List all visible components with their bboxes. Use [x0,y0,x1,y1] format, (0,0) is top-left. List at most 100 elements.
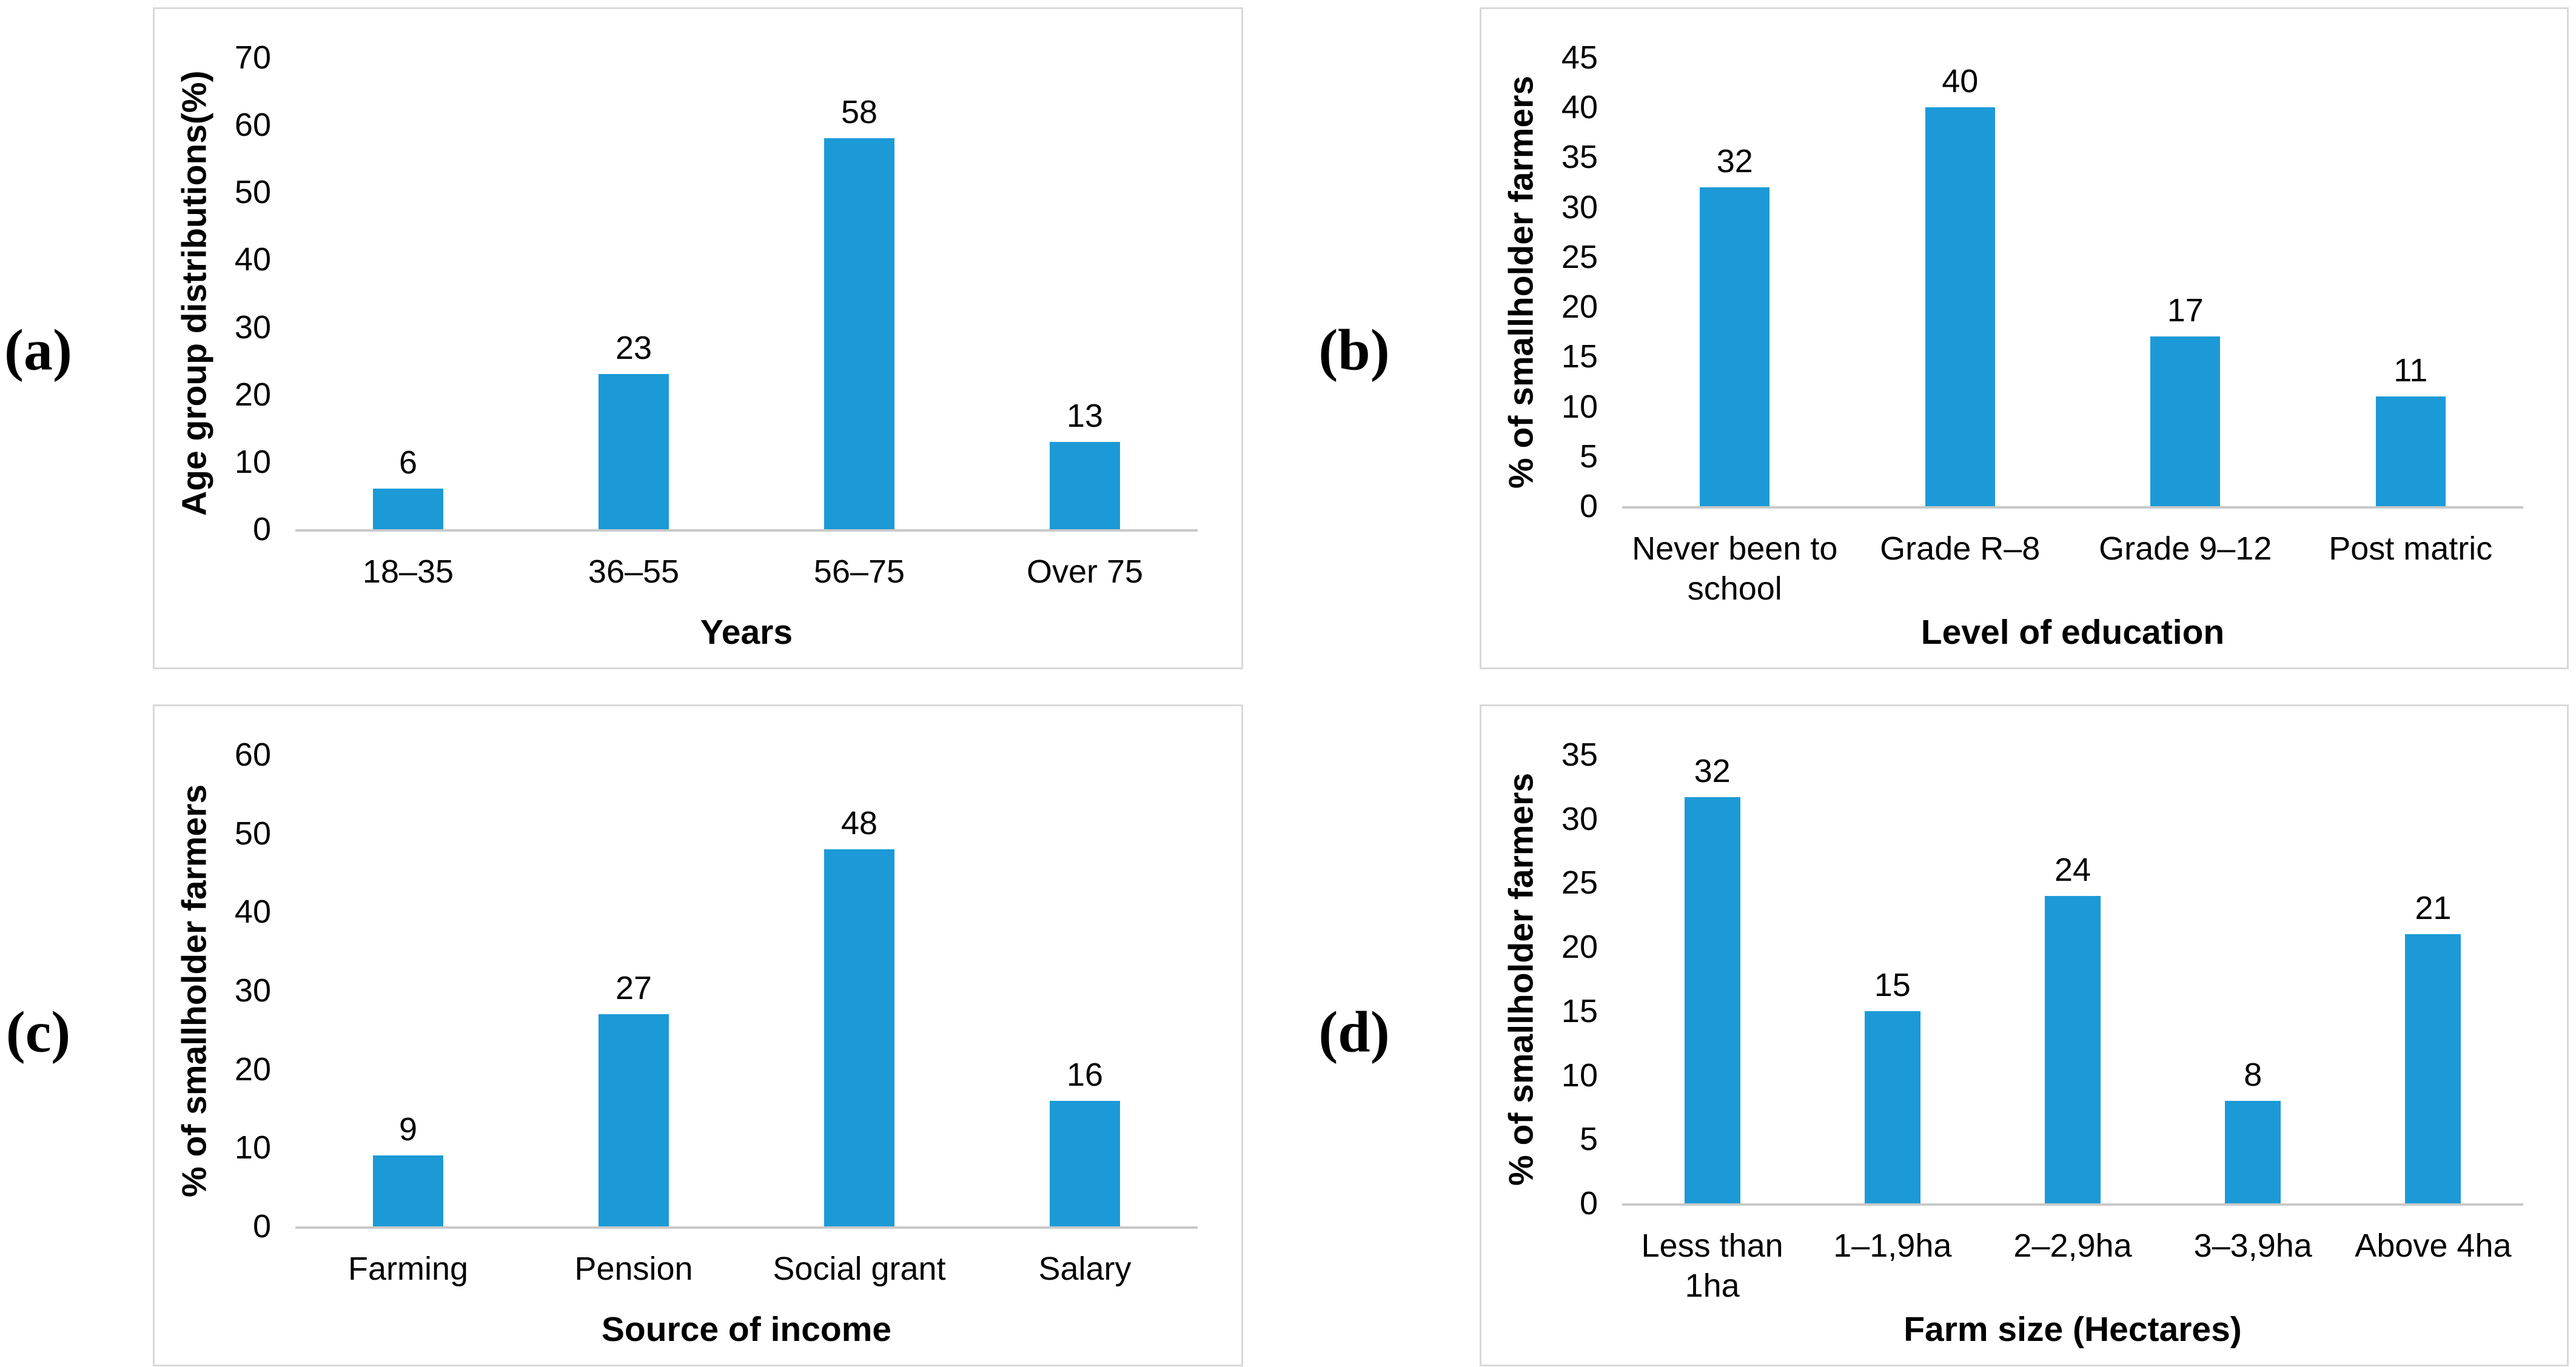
bar-value-label: 9 [398,1111,418,1148]
plot-area: 6 23 58 13 [295,58,1198,532]
bar-slot: 15 [1802,755,1982,1203]
x-axis-category: 56–75 [813,553,905,590]
plot-area: 32 15 24 8 21 [1622,755,2523,1206]
y-axis-tick: 50 [234,174,271,211]
y-axis-ticks: 0 10 20 30 40 50 60 [155,738,280,1243]
x-axis-category: Above 4ha [2355,1228,2512,1264]
x-axis-title: Source of income [601,1310,892,1349]
y-axis-tick: 5 [1579,438,1598,475]
x-axis-category: 36–55 [588,553,680,590]
x-axis-category: Post matric [2329,530,2493,567]
x-axis-category: 3–3,9ha [2193,1228,2312,1264]
y-axis-tick: 30 [234,309,271,346]
panel-letter-c: (c) [5,999,71,1065]
y-axis-tick: 30 [1561,800,1598,837]
bar [1050,1100,1120,1226]
bar [373,1155,443,1226]
bar-slot: 11 [2298,58,2524,506]
x-axis-category: Pension [574,1251,693,1287]
bar-value-label: 23 [615,330,652,367]
bar [2375,396,2446,506]
y-axis-tick: 30 [234,972,271,1009]
bar-value-label: 11 [2393,352,2428,389]
y-axis-tick: 20 [1561,289,1598,326]
bar [2044,895,2101,1203]
y-axis-tick: 40 [234,894,271,931]
bar-value-label: 8 [2244,1056,2262,1093]
y-axis-tick: 45 [1561,39,1598,76]
bar [1925,107,1995,506]
bar-value-label: 32 [1716,142,1753,179]
chart-panel-b: % of smallholder farmers 0 5 10 15 20 25 30 35 40… [1480,7,2569,669]
y-axis-tick: 20 [234,1051,271,1088]
x-axis-category: Grade R–8 [1880,530,2041,567]
bar-value-label: 6 [398,444,418,481]
bar-slot: 24 [1982,755,2162,1203]
bar [1700,187,1770,506]
bar-slot: 8 [2163,755,2343,1203]
y-axis-tick: 40 [234,241,271,278]
y-axis-ticks: 0 10 20 30 40 50 60 70 [155,41,280,546]
x-axis-category: Never been to school [1632,530,1838,607]
x-axis-category: Farming [347,1251,469,1287]
chart-panel-a: Age group distributions(%) 0 10 20 30 40 50 60 7… [153,7,1243,669]
y-axis-ticks: 0 5 10 15 20 25 30 35 [1481,738,1606,1220]
y-axis-tick: 0 [252,511,271,547]
y-axis-tick: 70 [234,39,271,76]
panel-letter-b: (b) [1318,317,1390,383]
bar-slot: 17 [2073,58,2298,506]
chart-panel-c: % of smallholder farmers 0 10 20 30 40 50 60 9 27… [153,704,1243,1366]
bar-slot: 21 [2343,755,2523,1203]
bar [1864,1011,1920,1203]
y-axis-ticks: 0 5 10 15 20 25 30 35 40 45 [1481,41,1606,523]
bar [2405,934,2461,1203]
bar-slot: 23 [521,58,746,529]
y-axis-tick: 20 [1561,929,1598,966]
panel-letter-d: (d) [1318,999,1390,1065]
bar-slot: 58 [746,58,972,529]
y-axis-tick: 10 [1561,1057,1598,1094]
x-axis-categories: Never been to school Grade R–8 Grade 9–12 P… [1622,529,2523,609]
bar-value-label: 15 [1874,966,1911,1003]
plot-area: 9 27 48 16 [295,755,1198,1229]
bar-slot: 9 [295,755,521,1226]
y-axis-tick: 25 [1561,864,1598,901]
bar-slot: 6 [295,58,521,529]
y-axis-tick: 25 [1561,238,1598,275]
bar-slot: 16 [972,755,1198,1226]
bar-slot: 27 [521,755,746,1226]
bar-value-label: 27 [615,969,652,1006]
y-axis-tick: 30 [1561,189,1598,226]
bar [1684,797,1740,1203]
bar-value-label: 40 [1942,63,1979,100]
x-axis-categories: Less than 1ha 1–1,9ha 2–2,9ha 3–3,9ha Above … [1622,1226,2523,1306]
bar [824,849,894,1226]
x-axis-title: Farm size (Hectares) [1903,1310,2242,1349]
bar-value-label: 58 [840,94,878,131]
y-axis-tick: 10 [234,443,271,480]
y-axis-tick: 5 [1579,1121,1598,1158]
bar-slot: 40 [1848,58,2073,506]
y-axis-tick: 50 [234,815,271,852]
x-axis-category: Less than 1ha [1641,1228,1783,1304]
bar [2150,336,2221,506]
bar-value-label: 21 [2415,890,2452,926]
bar-slot: 13 [972,58,1198,529]
bar-value-label: 16 [1066,1056,1104,1093]
bar-value-label: 32 [1694,753,1731,789]
bar-slot: 32 [1622,58,1848,506]
x-axis-category: 2–2,9ha [2013,1228,2132,1264]
bar-value-label: 17 [2167,292,2204,329]
bar-value-label: 48 [840,804,878,841]
y-axis-tick: 10 [234,1129,271,1166]
y-axis-tick: 0 [1579,488,1598,524]
x-axis-categories: 18–35 36–55 56–75 Over 75 [295,552,1198,592]
x-axis-title: Years [700,613,793,652]
x-axis-categories: Farming Pension Social grant Salary [295,1249,1198,1289]
bar-slot: 32 [1622,755,1802,1203]
bar [1050,441,1120,529]
x-axis-title: Level of education [1920,613,2225,652]
y-axis-tick: 40 [1561,89,1598,126]
bar-slot: 48 [746,755,972,1226]
